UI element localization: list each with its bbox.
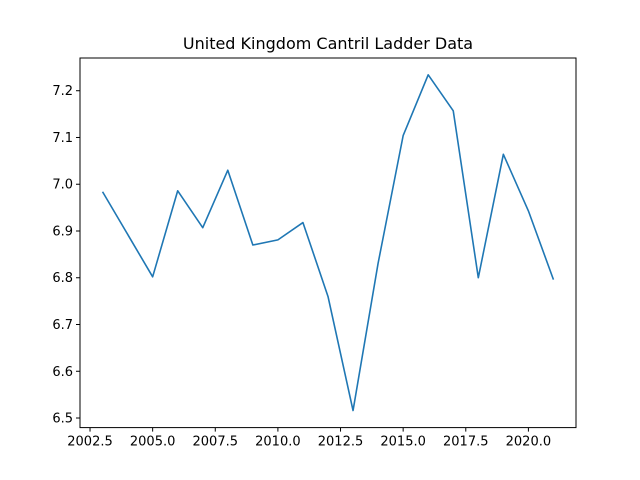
x-tick-label: 2012.5 bbox=[318, 435, 364, 450]
y-tick-label: 6.6 bbox=[52, 365, 73, 380]
y-tick-label: 7.2 bbox=[52, 84, 73, 99]
x-tick-label: 2010.0 bbox=[255, 435, 301, 450]
series-line-0 bbox=[101, 74, 555, 412]
x-tick-label: 2007.5 bbox=[193, 435, 239, 450]
x-tick-label: 2005.0 bbox=[130, 435, 176, 450]
y-tick-label: 6.9 bbox=[52, 224, 73, 239]
y-tick-label: 6.8 bbox=[52, 271, 73, 286]
y-tick-label: 7.0 bbox=[52, 178, 73, 193]
x-tick-label: 2002.5 bbox=[67, 435, 113, 450]
plot-frame bbox=[79, 57, 577, 429]
chart-title: United Kingdom Cantril Ladder Data bbox=[183, 34, 473, 53]
y-axis: 6.5 6.6 6.7 6.8 6.9 7.0 7.1 7.2 bbox=[52, 84, 80, 427]
x-tick-label: 2020.0 bbox=[506, 435, 552, 450]
x-tick-label: 2015.0 bbox=[380, 435, 426, 450]
x-tick-label: 2017.5 bbox=[443, 435, 489, 450]
x-axis: 2002.5 2005.0 2007.5 2010.0 2012.5 2015.0 2017… bbox=[67, 427, 552, 450]
y-tick-label: 7.1 bbox=[52, 131, 73, 146]
y-tick-label: 6.7 bbox=[52, 318, 73, 333]
y-tick-label: 6.5 bbox=[52, 412, 73, 427]
